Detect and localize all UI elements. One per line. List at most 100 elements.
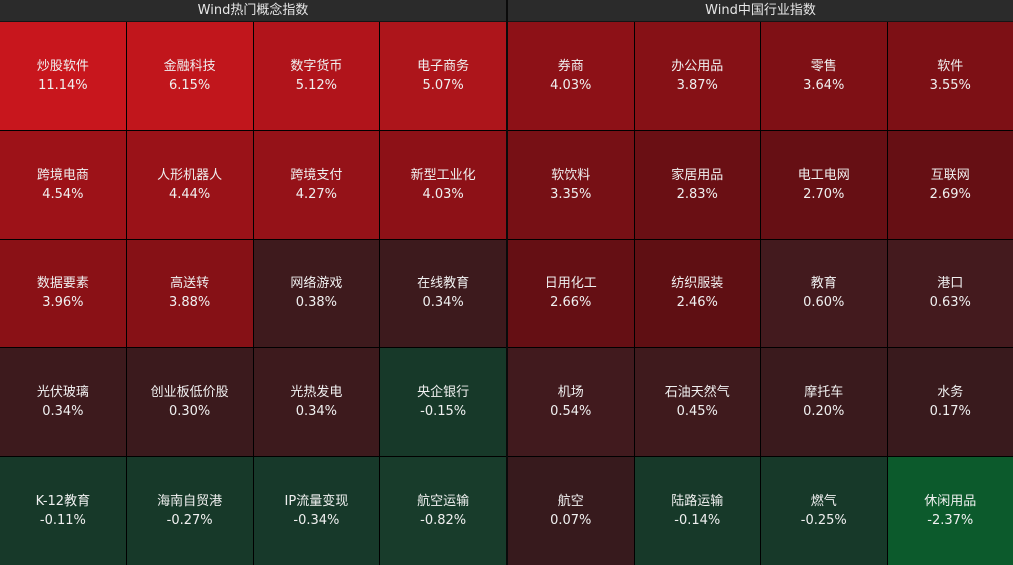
industry-index-panel: Wind中国行业指数 券商 4.03% 办公用品 3.87% 零售 3.64% 软件 3.55… xyxy=(508,0,1013,565)
tile-change-percent: -0.15% xyxy=(420,404,467,420)
heatmap-tile[interactable]: 软饮料 3.35% xyxy=(508,130,634,239)
heatmap-tile[interactable]: 燃气 -0.25% xyxy=(761,457,887,565)
tile-change-percent: -0.34% xyxy=(293,513,340,529)
heatmap-tile[interactable]: 教育 0.60% xyxy=(761,239,887,348)
heatmap-tile[interactable]: 港口 0.63% xyxy=(887,239,1013,348)
tile-change-percent: 5.07% xyxy=(422,77,464,93)
heatmap-tile[interactable]: 跨境电商 4.54% xyxy=(0,130,126,239)
tile-name: 航空 xyxy=(557,494,584,510)
heatmap-tile[interactable]: 电子商务 5.07% xyxy=(380,22,506,130)
tile-change-percent: 0.34% xyxy=(295,404,338,420)
tile-change-percent: 0.17% xyxy=(929,404,971,420)
tile-name: 港口 xyxy=(937,276,964,292)
tile-change-percent: 4.27% xyxy=(295,186,338,202)
tile-name: 跨境电商 xyxy=(36,167,89,183)
panel-title: Wind中国行业指数 xyxy=(508,0,1013,22)
tile-name: 教育 xyxy=(810,276,837,292)
heatmap-tile[interactable]: 炒股软件 11.14% xyxy=(0,22,126,130)
heatmap-tile[interactable]: 海南自贸港 -0.27% xyxy=(126,457,253,565)
tile-change-percent: 2.83% xyxy=(676,186,718,202)
tile-name: 人形机器人 xyxy=(157,167,223,183)
tile-name: 跨境支付 xyxy=(290,167,343,183)
tile-change-percent: 3.96% xyxy=(42,295,84,311)
tile-change-percent: 0.20% xyxy=(803,404,845,420)
tile-name: 日用化工 xyxy=(544,276,597,292)
tile-change-percent: 0.45% xyxy=(676,404,718,420)
tile-name: 互联网 xyxy=(930,167,970,183)
tile-name: 网络游戏 xyxy=(290,276,343,292)
tile-change-percent: 11.14% xyxy=(38,77,88,93)
tile-change-percent: 0.34% xyxy=(42,404,84,420)
tile-name: 燃气 xyxy=(810,494,837,510)
heatmap-tile[interactable]: 办公用品 3.87% xyxy=(634,22,760,130)
tile-name: 炒股软件 xyxy=(36,58,89,74)
heatmap-tile[interactable]: 纺织服装 2.46% xyxy=(634,239,760,348)
heatmap-tile[interactable]: 机场 0.54% xyxy=(508,348,634,457)
tile-change-percent: 2.66% xyxy=(550,295,592,311)
tile-name: 在线教育 xyxy=(417,276,470,292)
tile-change-percent: 2.46% xyxy=(676,295,718,311)
tile-change-percent: 2.69% xyxy=(929,186,971,202)
heatmap-tile[interactable]: 券商 4.03% xyxy=(508,22,634,130)
heatmap-tile[interactable]: 休闲用品 -2.37% xyxy=(887,457,1013,565)
heatmap-tile[interactable]: 互联网 2.69% xyxy=(887,130,1013,239)
heatmap-tile[interactable]: 家居用品 2.83% xyxy=(634,130,760,239)
heatmap-tile[interactable]: 石油天然气 0.45% xyxy=(634,348,760,457)
heatmap-tile[interactable]: 数字货币 5.12% xyxy=(253,22,380,130)
heatmap-tile[interactable]: 高送转 3.88% xyxy=(126,239,253,348)
heatmap-tile[interactable]: K-12教育 -0.11% xyxy=(0,457,126,565)
heatmap-tile[interactable]: IP流量变现 -0.34% xyxy=(253,457,380,565)
tile-name: 金融科技 xyxy=(163,58,216,74)
heatmap-tile[interactable]: 零售 3.64% xyxy=(761,22,887,130)
tile-name: 券商 xyxy=(557,58,584,74)
tile-change-percent: -0.14% xyxy=(674,513,721,529)
tile-change-percent: 6.15% xyxy=(168,77,211,93)
tile-name: 数据要素 xyxy=(36,276,89,292)
tile-change-percent: 2.70% xyxy=(803,186,845,202)
panel-divider xyxy=(506,0,508,565)
heatmap-tile[interactable]: 金融科技 6.15% xyxy=(126,22,253,130)
tile-name: 光伏玻璃 xyxy=(36,385,89,401)
tile-name: 光热发电 xyxy=(290,385,343,401)
tile-name: K-12教育 xyxy=(35,494,91,510)
tile-name: 纺织服装 xyxy=(671,276,724,292)
industry-index-grid: 券商 4.03% 办公用品 3.87% 零售 3.64% 软件 3.55% 软饮料 3.35% 家居… xyxy=(508,22,1013,565)
heatmap-tile[interactable]: 跨境支付 4.27% xyxy=(253,130,380,239)
heatmap-tile[interactable]: 人形机器人 4.44% xyxy=(126,130,253,239)
heatmap-tile[interactable]: 网络游戏 0.38% xyxy=(253,239,380,348)
heatmap-tile[interactable]: 电工电网 2.70% xyxy=(761,130,887,239)
tile-name: 休闲用品 xyxy=(924,494,977,510)
heatmap-tile[interactable]: 光伏玻璃 0.34% xyxy=(0,348,126,457)
heatmap-tile[interactable]: 陆路运输 -0.14% xyxy=(634,457,760,565)
tile-change-percent: 0.38% xyxy=(295,295,338,311)
heatmap-tile[interactable]: 创业板低价股 0.30% xyxy=(126,348,253,457)
heatmap-tile[interactable]: 在线教育 0.34% xyxy=(380,239,506,348)
heatmap-tile[interactable]: 央企银行 -0.15% xyxy=(380,348,506,457)
heatmap-tile[interactable]: 航空运输 -0.82% xyxy=(380,457,506,565)
tile-change-percent: 4.03% xyxy=(550,77,592,93)
tile-name: 机场 xyxy=(557,385,584,401)
tile-name: 办公用品 xyxy=(671,58,724,74)
tile-change-percent: 4.54% xyxy=(42,186,84,202)
tile-change-percent: 4.03% xyxy=(422,186,464,202)
heatmap-tile[interactable]: 摩托车 0.20% xyxy=(761,348,887,457)
panel-title: Wind热门概念指数 xyxy=(0,0,506,22)
tile-change-percent: 3.35% xyxy=(550,186,592,202)
tile-name: 电子商务 xyxy=(417,58,470,74)
tile-name: IP流量变现 xyxy=(284,494,349,510)
tile-change-percent: 3.88% xyxy=(168,295,211,311)
heatmap-tile[interactable]: 软件 3.55% xyxy=(887,22,1013,130)
heatmap-tile[interactable]: 航空 0.07% xyxy=(508,457,634,565)
tile-name: 零售 xyxy=(810,58,837,74)
heatmap-tile[interactable]: 水务 0.17% xyxy=(887,348,1013,457)
tile-name: 软件 xyxy=(937,58,964,74)
tile-name: 电工电网 xyxy=(797,167,850,183)
tile-change-percent: -0.11% xyxy=(39,513,86,529)
tile-change-percent: -0.25% xyxy=(800,513,847,529)
heatmap-tile[interactable]: 光热发电 0.34% xyxy=(253,348,380,457)
heatmap-tile[interactable]: 数据要素 3.96% xyxy=(0,239,126,348)
heatmap-tile[interactable]: 日用化工 2.66% xyxy=(508,239,634,348)
tile-name: 海南自贸港 xyxy=(157,494,223,510)
heatmap-tile[interactable]: 新型工业化 4.03% xyxy=(380,130,506,239)
